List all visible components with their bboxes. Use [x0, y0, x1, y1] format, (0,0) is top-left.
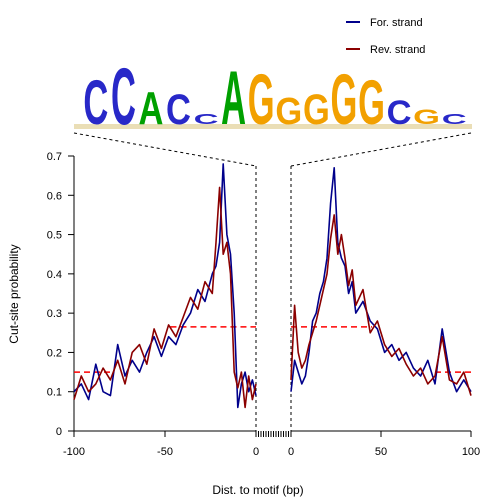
logo-connector-right — [290, 132, 472, 167]
reference-lines — [74, 326, 471, 373]
for-strand-right-line — [290, 167, 472, 393]
logo-letter-7: G — [275, 89, 302, 132]
logo-letter-text: G — [413, 106, 440, 130]
logo-letter-4: C — [194, 110, 219, 127]
logo-letter-3: C — [166, 87, 191, 134]
plot-panels — [73, 156, 471, 432]
x-tick-label: -100 — [63, 446, 85, 458]
rev-strand-left-line — [73, 186, 257, 409]
logo-letter-6: G — [248, 59, 275, 139]
for-strand-left-line — [73, 163, 257, 409]
y-tick-label: 0.2 — [47, 347, 62, 359]
x-tick-label: -50 — [157, 446, 173, 458]
y-tick-label: 0.6 — [47, 190, 62, 202]
logo-letter-0: C — [83, 67, 108, 138]
logo-letter-10: G — [358, 67, 385, 138]
logo-connector-left — [73, 132, 257, 167]
logo-letter-text: C — [194, 110, 219, 127]
logo-letter-text: G — [330, 59, 357, 139]
logo-letter-8: G — [303, 87, 330, 134]
logo-letter-text: G — [303, 87, 330, 134]
x-tick-label: 0 — [288, 446, 294, 458]
y-tick-label: 0 — [56, 426, 62, 438]
logo-letter-text: C — [442, 110, 467, 127]
logo-letter-11: C — [387, 94, 412, 132]
logo-letter-text: G — [275, 89, 302, 132]
y-tick-label: 0.5 — [47, 230, 62, 242]
logo-letter-text: G — [248, 59, 275, 139]
logo-letter-text: C — [387, 94, 412, 132]
logo-letter-text: G — [358, 67, 385, 138]
logo-letter-12: G — [413, 106, 440, 130]
x-tick-label: 0 — [253, 446, 259, 458]
motif-position-ticks — [255, 431, 292, 437]
y-tick-label: 0.7 — [47, 151, 62, 163]
legend: For. strand Rev. strand — [346, 17, 425, 56]
y-tick-label: 0.3 — [47, 308, 62, 320]
logo-letter-9: G — [330, 59, 357, 139]
motif-guides — [73, 132, 472, 437]
logo-base-band — [74, 124, 472, 129]
y-tick-label: 0.1 — [47, 387, 62, 399]
legend-label: For. strand — [370, 17, 423, 29]
logo-letter-2: A — [138, 82, 163, 134]
logo-letter-5: A — [221, 56, 246, 141]
series-lines — [73, 163, 472, 409]
logo-letter-text: A — [221, 56, 246, 141]
logo-letter-text: C — [166, 87, 191, 134]
y-tick-label: 0.4 — [47, 269, 62, 281]
x-axis-label: Dist. to motif (bp) — [212, 483, 303, 497]
rev-strand-right-line — [290, 214, 472, 396]
x-tick-label: 100 — [462, 446, 480, 458]
logo-letter-text: C — [83, 67, 108, 138]
x-axis: -100 -50 0 0 50 100 — [63, 431, 480, 458]
legend-label: Rev. strand — [370, 44, 425, 56]
logo-letter-1: C — [111, 53, 136, 143]
logo-letter-text: A — [138, 82, 163, 134]
y-axis-label: Cut-site probability — [7, 244, 21, 343]
logo-letter-text: C — [111, 53, 136, 143]
logo-letter-13: C — [442, 110, 467, 127]
x-tick-label: 50 — [375, 446, 387, 458]
y-axis: 0 0.1 0.2 0.3 0.4 0.5 0.6 0.7 — [47, 151, 74, 438]
